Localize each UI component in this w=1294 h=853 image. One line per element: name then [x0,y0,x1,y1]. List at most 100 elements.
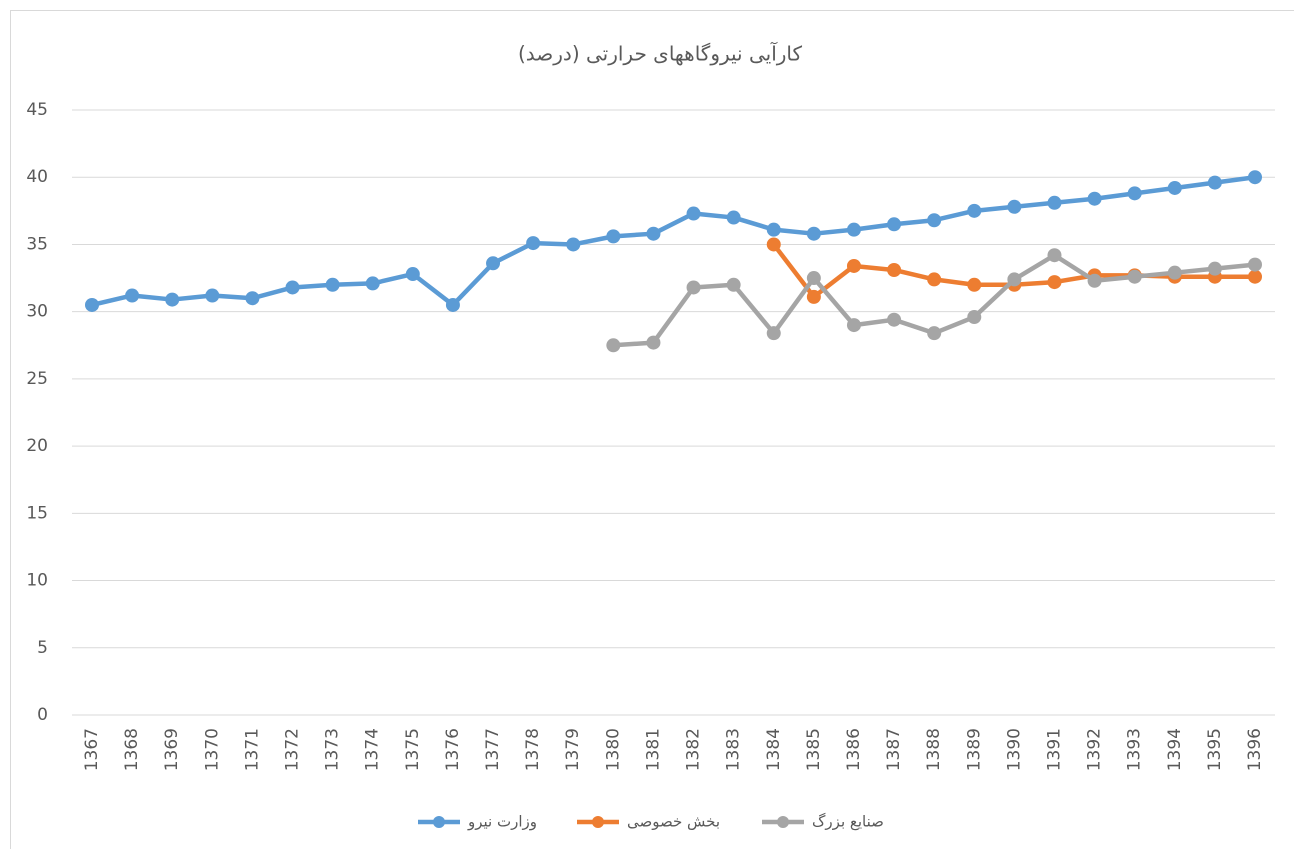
point [767,326,781,340]
x-tick-label: 1396 [1245,728,1265,771]
x-tick-label: 1393 [1125,728,1145,771]
x-tick-label: 1388 [924,728,944,771]
point [486,256,500,270]
legend-label: وزارت نیرو [467,813,537,831]
legend-swatch [777,816,789,828]
point [927,272,941,286]
point [1088,192,1102,206]
point [807,271,821,285]
legend-label: صنایع بزرگ [812,813,884,831]
x-tick-label: 1376 [443,728,463,771]
point [1168,266,1182,280]
y-tick-label: 0 [37,705,48,725]
point [847,318,861,332]
point [526,236,540,250]
point [1208,262,1222,276]
x-tick-label: 1390 [1004,728,1024,771]
point [566,237,580,251]
y-tick-label: 25 [26,369,48,389]
point [927,213,941,227]
legend-label: بخش خصوصی [627,813,720,831]
y-tick-label: 35 [26,234,48,254]
legend-swatch [592,816,604,828]
x-tick-label: 1383 [724,728,744,771]
point [606,338,620,352]
y-tick-label: 40 [26,167,48,187]
x-tick-label: 1371 [242,728,262,771]
point [1047,248,1061,262]
point [406,267,420,281]
point [646,227,660,241]
point [687,280,701,294]
x-tick-label: 1380 [603,728,623,771]
x-tick-label: 1378 [523,728,543,771]
point [1047,275,1061,289]
point [807,227,821,241]
point [727,211,741,225]
y-tick-label: 15 [26,503,48,523]
point [887,217,901,231]
x-tick-label: 1385 [804,728,824,771]
x-tick-label: 1374 [363,728,383,771]
point [286,280,300,294]
x-tick-label: 1368 [122,728,142,771]
x-tick-label: 1377 [483,728,503,771]
point [1248,258,1262,272]
point [847,259,861,273]
point [1007,200,1021,214]
point [927,326,941,340]
point [967,278,981,292]
y-tick-label: 45 [26,100,48,120]
point [807,290,821,304]
point [1248,270,1262,284]
chart-frame [11,11,1294,850]
legend-swatch [433,816,445,828]
x-tick-label: 1382 [684,728,704,771]
point [887,313,901,327]
point [85,298,99,312]
point [125,289,139,303]
point [1007,272,1021,286]
point [446,298,460,312]
x-tick-label: 1389 [964,728,984,771]
x-tick-label: 1367 [82,728,102,771]
point [767,223,781,237]
x-tick-label: 1381 [643,728,663,771]
point [1128,270,1142,284]
point [1088,274,1102,288]
x-tick-label: 1369 [162,728,182,771]
point [326,278,340,292]
y-tick-label: 10 [26,571,48,591]
point [646,336,660,350]
point [847,223,861,237]
x-tick-label: 1386 [844,728,864,771]
x-tick-label: 1370 [202,728,222,771]
x-tick-label: 1392 [1085,728,1105,771]
y-tick-label: 20 [26,436,48,456]
x-tick-label: 1384 [764,728,784,771]
point [887,263,901,277]
point [1248,170,1262,184]
x-tick-label: 1375 [403,728,423,771]
x-tick-label: 1387 [884,728,904,771]
point [366,276,380,290]
point [205,289,219,303]
point [967,310,981,324]
chart-title: کارآیی نیروگاههای حرارتی (درصد) [518,41,803,66]
point [687,207,701,221]
x-tick-label: 1379 [563,728,583,771]
y-tick-label: 5 [37,638,48,658]
x-tick-label: 1373 [323,728,343,771]
x-tick-label: 1395 [1205,728,1225,771]
point [1128,186,1142,200]
point [767,237,781,251]
point [727,278,741,292]
point [1168,181,1182,195]
x-tick-label: 1391 [1044,728,1064,771]
point [967,204,981,218]
point [245,291,259,305]
point [1047,196,1061,210]
point [1208,176,1222,190]
